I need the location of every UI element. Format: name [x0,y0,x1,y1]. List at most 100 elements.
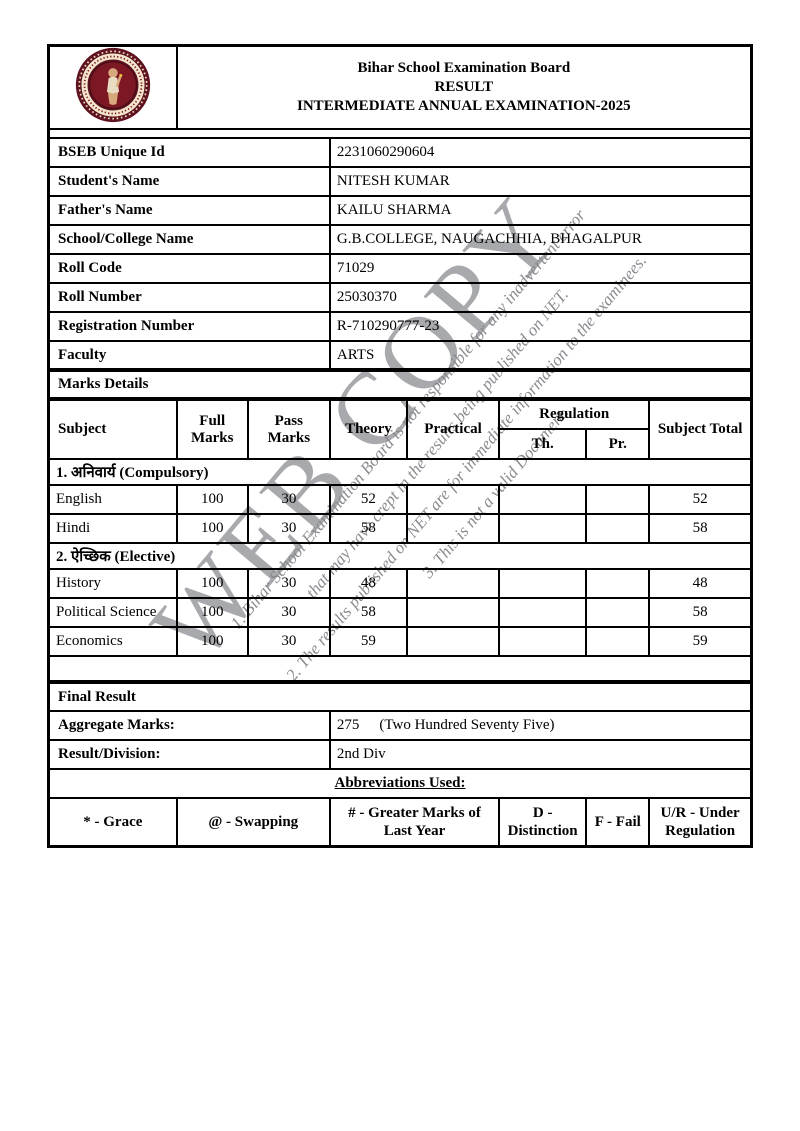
abbreviations-row: * - Grace @ - Swapping # - Greater Marks… [47,797,753,847]
marks-details-row: Marks Details [47,368,753,400]
section-title: 1. अनिवार्य (Compulsory) [47,458,753,486]
document-title-block: Bihar School Examination Board RESULT IN… [175,44,753,130]
pass-marks: 30 [246,597,331,628]
info-value: KAILU SHARMA [328,195,753,226]
reg-pr [585,597,651,628]
reg-pr [585,513,651,544]
practical-marks [405,597,501,628]
col-header-pass-marks: Pass Marks [246,397,331,460]
abbr-grace: * - Grace [47,797,178,847]
separator-row [47,128,753,139]
reg-pr [585,626,651,657]
subject-name: Economics [47,626,178,657]
section-row-elective: 2. ऐच्छिक (Elective) [47,542,753,570]
subject-name: Hindi [47,513,178,544]
col-header-theory: Theory [328,397,408,460]
result-division-row: Result/Division: 2nd Div [47,739,753,770]
marks-row-economics: Economics 100 30 59 59 [47,626,753,657]
division-value: 2nd Div [328,739,753,770]
empty-row [47,655,753,683]
info-label: Registration Number [47,311,331,342]
col-header-practical: Practical [405,397,501,460]
full-marks: 100 [175,513,249,544]
result-document: WEB COPY 1. Bihar School Examination Boa… [47,44,753,848]
marks-header-row-1: Subject Full Marks Pass Marks Theory Pra… [47,397,753,460]
abbr-distinction: D - Distinction [498,797,588,847]
info-row-student-name: Student's Name NITESH KUMAR [47,166,753,197]
info-row-faculty: Faculty ARTS [47,340,753,371]
subject-name: Political Science [47,597,178,628]
practical-marks [405,484,501,515]
doc-type: RESULT [434,79,494,95]
info-label: School/College Name [47,224,331,255]
final-result-row: Final Result [47,680,753,712]
marks-details-label: Marks Details [47,368,753,400]
section-row-compulsory: 1. अनिवार्य (Compulsory) [47,458,753,486]
seal-figure [106,68,123,105]
abbr-under-regulation: U/R - Under Regulation [648,797,753,847]
col-header-full-marks: Full Marks [175,397,249,460]
division-label: Result/Division: [47,739,331,770]
board-name: Bihar School Examination Board [357,60,571,76]
col-header-subject: Subject [47,397,178,460]
theory-marks: 58 [328,597,408,628]
info-row-registration-number: Registration Number R-710290777-23 [47,311,753,342]
info-row-roll-code: Roll Code 71029 [47,253,753,284]
aggregate-label: Aggregate Marks: [47,710,331,741]
info-value: 25030370 [328,282,753,313]
theory-marks: 52 [328,484,408,515]
aggregate-marks-row: Aggregate Marks: 275 (Two Hundred Seventy… [47,710,753,741]
abbr-fail: F - Fail [585,797,651,847]
reg-th [498,568,588,599]
info-value: NITESH KUMAR [328,166,753,197]
col-header-regulation: Regulation [498,397,651,430]
reg-th [498,513,588,544]
subject-total: 58 [648,597,753,628]
bseb-seal-logo [75,47,150,123]
final-result-label: Final Result [47,680,753,712]
info-value: 2231060290604 [328,137,753,168]
subject-name: English [47,484,178,515]
col-header-subject-total: Subject Total [648,397,753,460]
pass-marks: 30 [246,484,331,515]
logo-cell [47,44,178,130]
subject-total: 58 [648,513,753,544]
info-value: G.B.COLLEGE, NAUGACHHIA, BHAGALPUR [328,224,753,255]
col-header-reg-th: Th. [498,428,588,460]
aggregate-in-words: (Two Hundred Seventy Five) [379,717,555,733]
subject-total: 48 [648,568,753,599]
info-value: 71029 [328,253,753,284]
marks-header-row-2: Th. Pr. [49,428,752,460]
pass-marks: 30 [246,568,331,599]
section-title: 2. ऐच्छिक (Elective) [47,542,753,570]
full-marks: 100 [175,626,249,657]
marks-row-english: English 100 30 52 52 [47,484,753,515]
reg-th [498,484,588,515]
marks-row-history: History 100 30 48 48 [47,568,753,599]
reg-th [498,626,588,657]
practical-marks [405,626,501,657]
practical-marks [405,513,501,544]
result-table: Bihar School Examination Board RESULT IN… [47,44,753,848]
pass-marks: 30 [246,513,331,544]
marks-row-hindi: Hindi 100 30 58 58 [47,513,753,544]
abbr-swapping: @ - Swapping [175,797,331,847]
theory-marks: 58 [328,513,408,544]
subject-total: 59 [648,626,753,657]
info-row-school-name: School/College Name G.B.COLLEGE, NAUGACH… [47,224,753,255]
full-marks: 100 [175,597,249,628]
info-label: Father's Name [47,195,331,226]
theory-marks: 48 [328,568,408,599]
info-row-bseb-unique-id: BSEB Unique Id 2231060290604 [47,137,753,168]
info-row-father-name: Father's Name KAILU SHARMA [47,195,753,226]
practical-marks [405,568,501,599]
aggregate-value: 275 [336,717,360,733]
abbreviations-title-row: Abbreviations Used: [47,768,753,799]
info-value: ARTS [328,340,753,371]
info-label: Roll Number [47,282,331,313]
info-row-roll-number: Roll Number 25030370 [47,282,753,313]
theory-marks: 59 [328,626,408,657]
col-header-reg-pr: Pr. [585,428,651,460]
info-label: Roll Code [47,253,331,284]
